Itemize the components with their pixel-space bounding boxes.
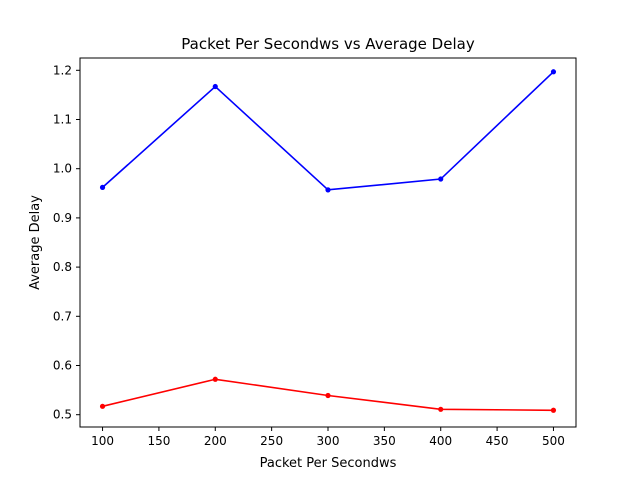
y-tick-label: 0.6 [53, 359, 72, 373]
plot-area [79, 57, 577, 428]
y-tick-label: 0.8 [53, 260, 72, 274]
x-tick-label: 250 [260, 434, 283, 448]
series-1-point [325, 187, 331, 193]
chart-title: Packet Per Secondws vs Average Delay [181, 35, 475, 53]
y-tick-label: 0.9 [53, 211, 72, 225]
x-tick-label: 400 [429, 434, 452, 448]
y-axis: 0.5 0.6 0.7 0.8 0.9 1.0 1.1 1.2 [53, 63, 80, 422]
x-tick-label: 200 [204, 434, 227, 448]
series-2-point [99, 403, 106, 409]
series-2-point [550, 407, 557, 413]
series-layer [99, 69, 557, 413]
x-axis: 100 150 200 250 300 350 400 450 500 [91, 427, 565, 448]
y-tick-label: 1.2 [53, 63, 72, 77]
x-axis-label: Packet Per Secondws [260, 456, 397, 471]
y-axis-label: Average Delay [28, 195, 43, 290]
x-tick-label: 350 [373, 434, 396, 448]
x-tick-label: 100 [91, 434, 114, 448]
series-1-point [438, 176, 444, 182]
series-2-point [438, 406, 444, 412]
x-tick-label: 150 [147, 434, 170, 448]
series-1-point [212, 83, 218, 90]
y-tick-label: 1.0 [53, 162, 72, 176]
y-tick-label: 0.7 [53, 309, 72, 323]
series-1-point [550, 69, 557, 75]
series-1-point [99, 184, 106, 190]
y-tick-label: 0.5 [53, 408, 72, 422]
series-2-point [212, 376, 218, 382]
x-tick-label: 450 [486, 434, 509, 448]
x-tick-label: 500 [542, 434, 565, 448]
x-tick-label: 300 [317, 434, 340, 448]
series-2-point [325, 392, 331, 399]
y-tick-label: 1.1 [53, 113, 72, 127]
